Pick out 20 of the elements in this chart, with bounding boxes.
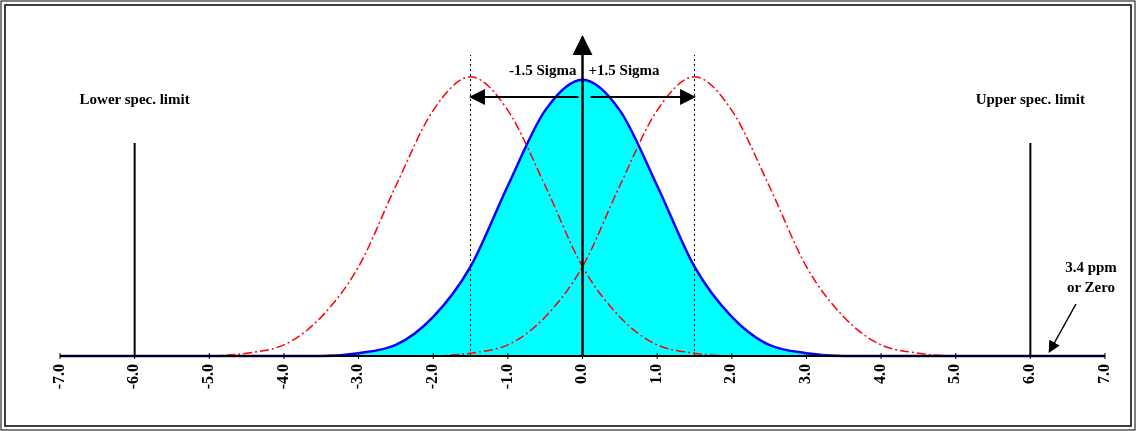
x-tick-label: 2.0	[721, 364, 739, 384]
x-tick-label: -3.0	[348, 364, 366, 390]
x-tick-label: 4.0	[870, 364, 888, 384]
x-tick-label: 3.0	[796, 364, 814, 384]
x-tick-label: -2.0	[422, 364, 440, 390]
x-tick-label: -1.0	[497, 364, 515, 390]
x-tick-label: 0.0	[572, 364, 590, 384]
x-tick-label: -7.0	[49, 364, 67, 390]
x-tick-label: 6.0	[1020, 364, 1038, 384]
x-tick-label: 5.0	[945, 364, 963, 384]
x-tick-label: 1.0	[646, 364, 664, 384]
x-tick-label: -4.0	[273, 364, 291, 390]
ref-line-label: Upper spec. limit	[975, 91, 1086, 107]
ref-line-label: +1.5 Sigma	[588, 62, 661, 78]
x-tick-label: -5.0	[198, 364, 216, 390]
annotation: 3.4 ppm or Zero	[1065, 259, 1118, 295]
x-tick-label: -6.0	[124, 364, 142, 390]
x-tick-label: 7.0	[1094, 364, 1112, 384]
ref-line-label: Lower spec. limit	[79, 91, 190, 107]
ref-line-label: -1.5 Sigma	[509, 62, 577, 78]
